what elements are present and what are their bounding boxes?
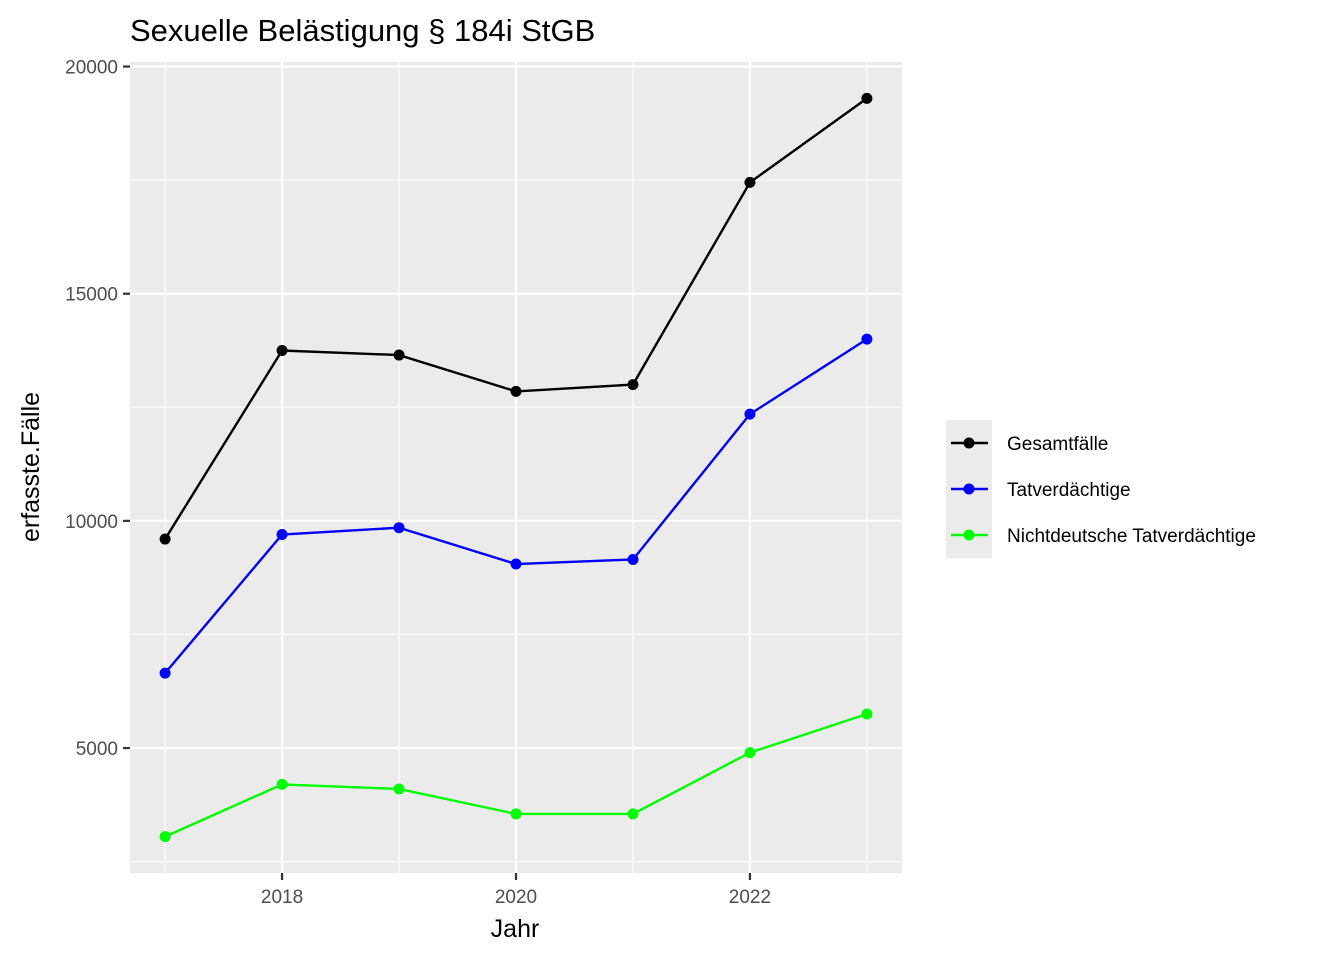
- series-2-point: [627, 554, 639, 566]
- series-2-point: [861, 333, 873, 345]
- y-tick-label: 20000: [65, 58, 118, 79]
- legend-key-point: [963, 483, 975, 495]
- x-axis: 2018 2020 2022: [261, 873, 771, 908]
- x-axis-title: Jahr: [491, 915, 540, 943]
- series-3-point: [627, 808, 639, 820]
- series-2-point: [744, 408, 756, 420]
- legend-key-point: [963, 437, 975, 449]
- series-1-point: [159, 533, 171, 545]
- series-2-point: [159, 667, 171, 679]
- series-3-point: [861, 708, 873, 720]
- series-3-point: [744, 747, 756, 759]
- series-2-point: [510, 558, 522, 570]
- series-3-point: [510, 808, 522, 820]
- y-axis: 5000 10000 15000 20000: [65, 58, 130, 760]
- x-tick-label: 2020: [495, 887, 537, 908]
- series-1-point: [627, 379, 639, 391]
- series-1-point: [744, 176, 756, 188]
- series-1-point: [861, 92, 873, 104]
- legend-label: Tatverdächtige: [1007, 480, 1131, 501]
- x-tick-label: 2022: [729, 887, 771, 908]
- series-3-point: [276, 778, 288, 790]
- series-layer: [159, 92, 873, 843]
- legend-key-point: [963, 529, 975, 541]
- y-tick-label: 15000: [65, 285, 118, 306]
- legend-label: Gesamtfälle: [1007, 434, 1108, 455]
- series-3-point: [393, 783, 405, 795]
- legend-label: Nichtdeutsche Tatverdächtige: [1007, 526, 1256, 547]
- y-tick-label: 5000: [76, 739, 118, 760]
- series-1-point: [276, 345, 288, 357]
- series-2-point: [393, 522, 405, 534]
- legend: Gesamtfälle Tatverdächtige Nichtdeutsche T…: [946, 420, 1256, 558]
- y-axis-title: erfasste.Fälle: [17, 392, 45, 542]
- x-tick-label: 2018: [261, 887, 303, 908]
- y-tick-label: 10000: [65, 512, 118, 533]
- series-2-point: [276, 529, 288, 541]
- series-3-point: [159, 831, 171, 843]
- series-1-point: [393, 349, 405, 361]
- chart-title: Sexuelle Belästigung § 184i StGB: [130, 13, 595, 48]
- series-1-point: [510, 385, 522, 397]
- major-gridlines: [130, 62, 902, 873]
